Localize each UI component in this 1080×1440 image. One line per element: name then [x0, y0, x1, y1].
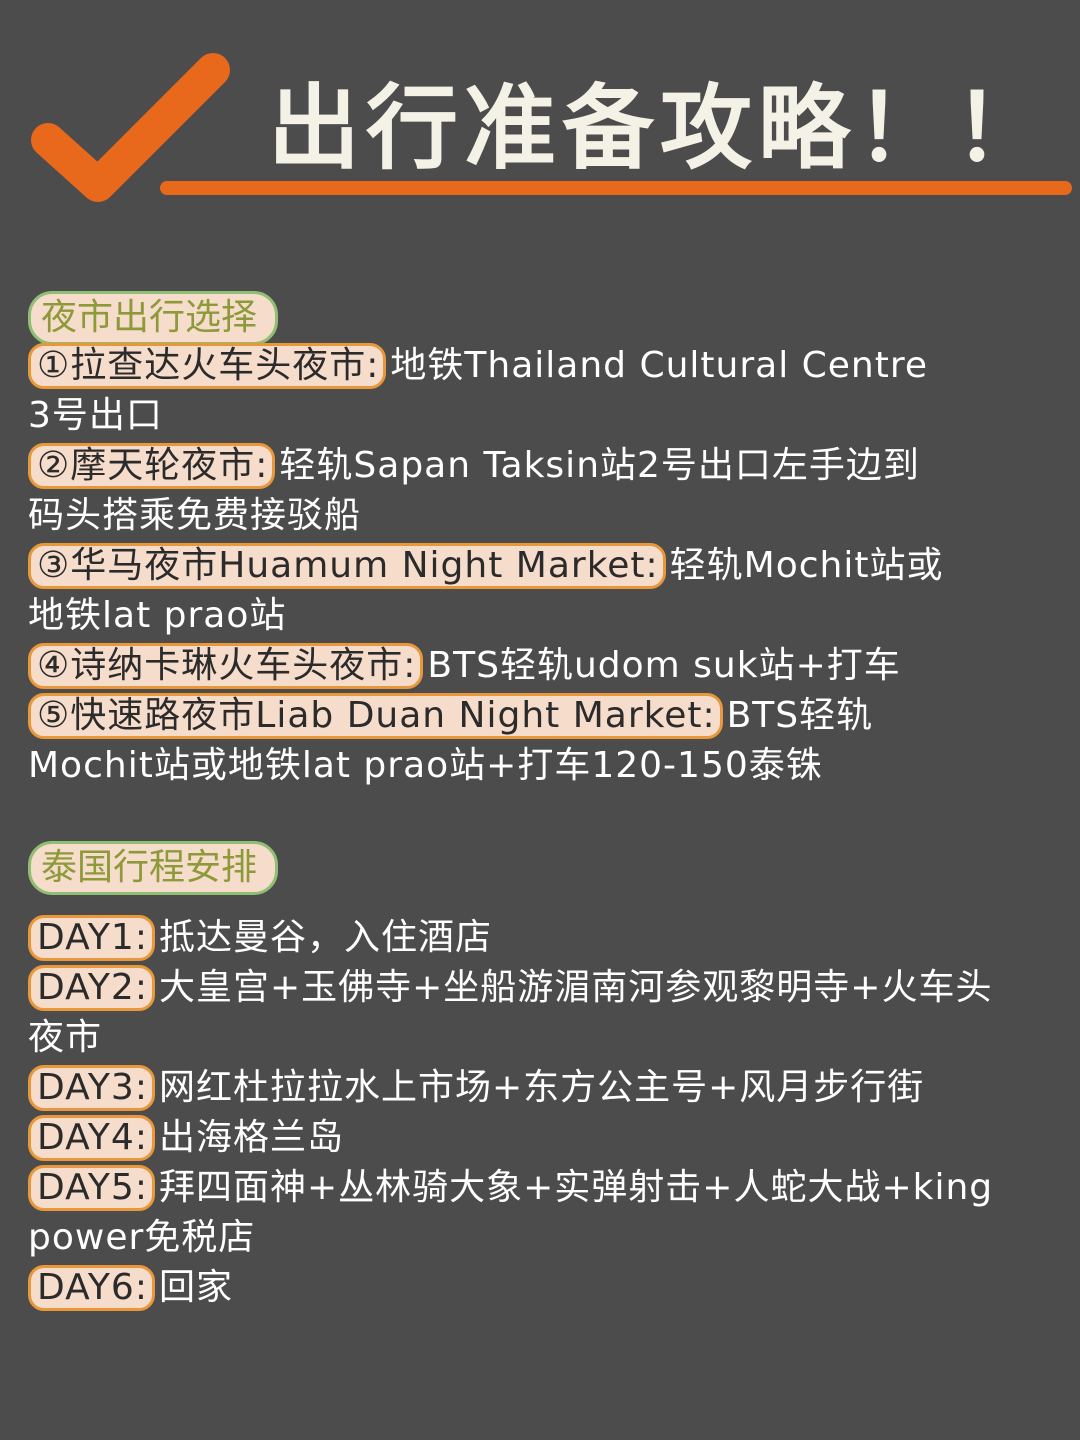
item-text: 地铁Thailand Cultural Centre [390, 345, 929, 386]
day-label: DAY3: [28, 1065, 155, 1111]
day-row: DAY2: 大皇宫+玉佛寺+坐船游湄南河参观黎明寺+火车头 [28, 963, 1058, 1013]
day-text: 夜市 [28, 1017, 103, 1058]
day-row: DAY1: 抵达曼谷，入住酒店 [28, 913, 1058, 963]
day-row: DAY5: 拜四面神+丛林骑大象+实弹射击+人蛇大战+king [28, 1163, 1058, 1213]
day-label: DAY1: [28, 915, 155, 961]
item-text: BTS轻轨udom suk站+打车 [427, 645, 901, 686]
day-text: 网红杜拉拉水上市场+东方公主号+风月步行街 [158, 1067, 925, 1108]
list-item: ②摩天轮夜市: 轻轨Sapan Taksin站2号出口左手边到 [28, 441, 1058, 491]
day-text: 大皇宫+玉佛寺+坐船游湄南河参观黎明寺+火车头 [158, 967, 993, 1008]
list-item: ①拉查达火车头夜市: 地铁Thailand Cultural Centre [28, 341, 1058, 391]
day-row: DAY3: 网红杜拉拉水上市场+东方公主号+风月步行街 [28, 1063, 1058, 1113]
day-row-continuation: 夜市 [28, 1013, 1058, 1063]
day-label: DAY4: [28, 1115, 155, 1161]
item-text: 轻轨Mochit站或 [669, 545, 944, 586]
day-text: 出海格兰岛 [158, 1117, 344, 1158]
item-text: 地铁lat prao站 [28, 595, 287, 636]
item-text: 码头搭乘免费接驳船 [28, 495, 362, 536]
day-row: DAY6: 回家 [28, 1263, 1058, 1313]
item-text: BTS轻轨 [726, 695, 874, 736]
day-label: DAY5: [28, 1165, 155, 1211]
list-item: ③华马夜市Huamum Night Market: 轻轨Mochit站或 [28, 541, 1058, 591]
list-item-continuation: 3号出口 [28, 391, 1058, 441]
list-item-continuation: Mochit站或地铁lat prao站+打车120-150泰铢 [28, 741, 1058, 791]
item-text: Mochit站或地铁lat prao站+打车120-150泰铢 [28, 745, 823, 786]
night-market-list: ①拉查达火车头夜市: 地铁Thailand Cultural Centre 3号出… [28, 341, 1058, 791]
day-text: 抵达曼谷，入住酒店 [158, 917, 492, 958]
day-row-continuation: power免税店 [28, 1213, 1058, 1263]
item-label: ②摩天轮夜市: [28, 443, 276, 489]
day-text: 拜四面神+丛林骑大象+实弹射击+人蛇大战+king [158, 1167, 994, 1208]
list-item-continuation: 码头搭乘免费接驳船 [28, 491, 1058, 541]
checkmark-icon [31, 53, 230, 202]
item-label: ⑤快速路夜市Liab Duan Night Market: [28, 693, 723, 739]
day-text: power免税店 [28, 1217, 256, 1258]
item-text: 轻轨Sapan Taksin站2号出口左手边到 [279, 445, 920, 486]
item-text: 3号出口 [28, 395, 163, 436]
list-item: ⑤快速路夜市Liab Duan Night Market: BTS轻轨 [28, 691, 1058, 741]
list-item: ④诗纳卡琳火车头夜市: BTS轻轨udom suk站+打车 [28, 641, 1058, 691]
item-label: ①拉查达火车头夜市: [28, 343, 387, 389]
section-heading-night-market: 夜市出行选择 [28, 291, 279, 345]
day-label: DAY6: [28, 1265, 155, 1311]
day-row: DAY4: 出海格兰岛 [28, 1113, 1058, 1163]
item-label: ③华马夜市Huamum Night Market: [28, 543, 666, 589]
day-label: DAY2: [28, 965, 155, 1011]
list-item-continuation: 地铁lat prao站 [28, 591, 1058, 641]
itinerary-list: DAY1: 抵达曼谷，入住酒店 DAY2: 大皇宫+玉佛寺+坐船游湄南河参观黎明寺+… [28, 913, 1058, 1313]
page-title: 出行准备攻略！！ [268, 75, 1053, 182]
section-heading-itinerary: 泰国行程安排 [28, 841, 279, 895]
title-underline [160, 181, 1072, 195]
item-label: ④诗纳卡琳火车头夜市: [28, 643, 424, 689]
day-text: 回家 [158, 1267, 233, 1308]
